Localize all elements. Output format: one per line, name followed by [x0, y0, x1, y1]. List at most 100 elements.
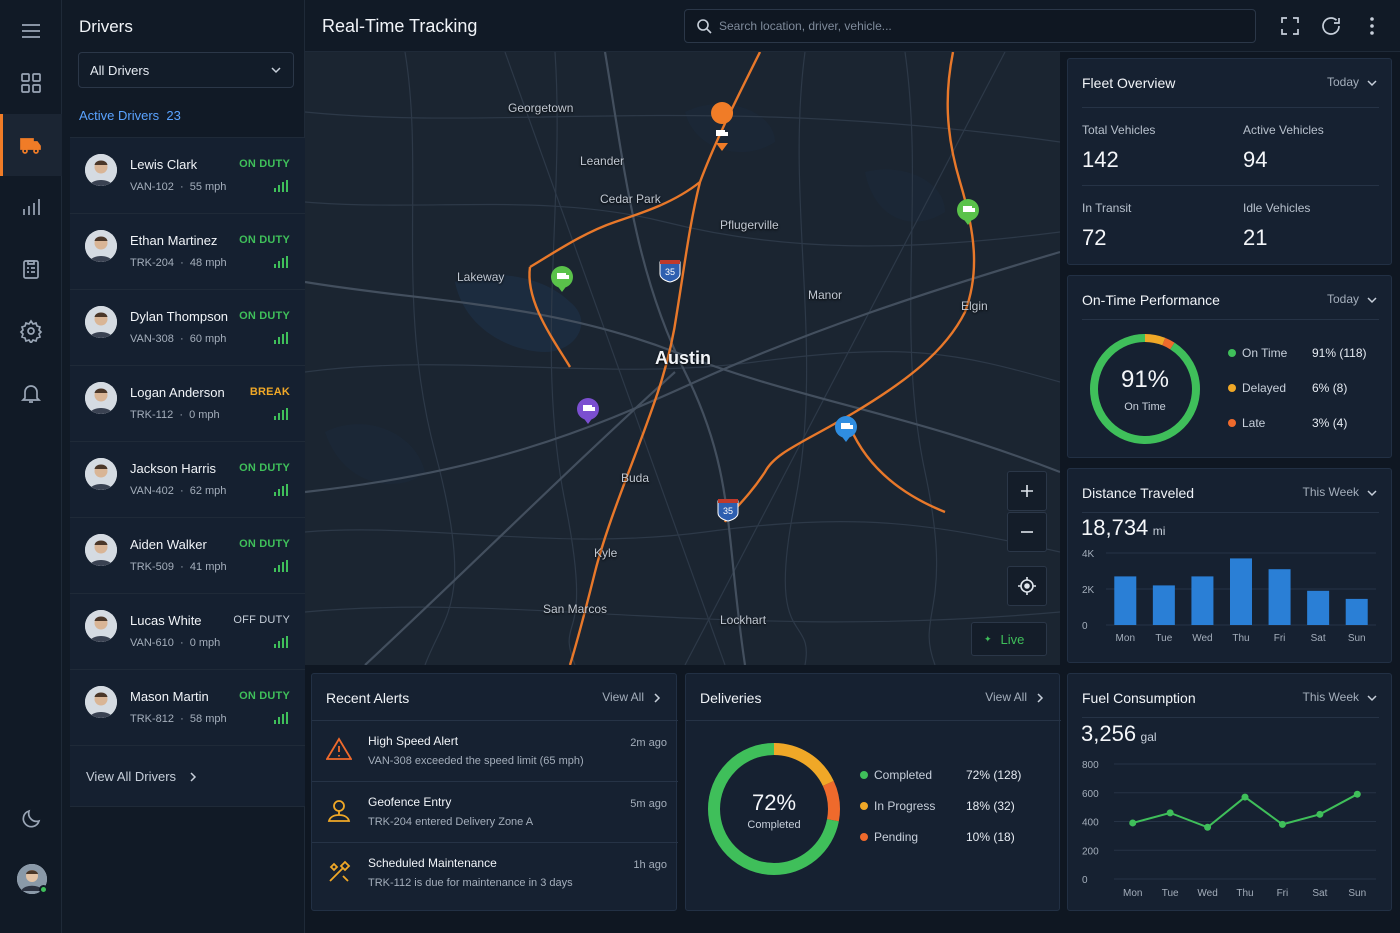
person-icon: [85, 534, 117, 566]
driver-row[interactable]: Logan Anderson TRK-112 · 0 mph BREAK: [70, 365, 305, 441]
bar[interactable]: [1307, 590, 1330, 625]
legend-dot: [1228, 349, 1236, 357]
zoom-in-button[interactable]: [1007, 471, 1047, 511]
driver-avatar: [85, 306, 117, 338]
fleet-overview-period[interactable]: Today: [1326, 75, 1359, 89]
fuel-card: Fuel Consumption This Week 3,256 gal 0 20…: [1067, 673, 1392, 911]
live-toggle[interactable]: ✦ Live: [971, 622, 1047, 656]
alert-title: Scheduled Maintenance: [368, 856, 497, 870]
bar[interactable]: [1268, 569, 1291, 625]
driver-row[interactable]: Lewis Clark VAN-102 · 55 mph ON DUTY: [70, 137, 305, 213]
vehicle-marker-orange[interactable]: [711, 102, 734, 151]
driver-name: Ethan Martinez: [130, 233, 218, 248]
bar[interactable]: [1114, 576, 1137, 625]
bar[interactable]: [1230, 558, 1252, 625]
clipboard-icon: [23, 260, 39, 279]
driver-name: Lucas White: [130, 613, 202, 628]
vehicle-marker-green-west[interactable]: [551, 266, 573, 292]
driver-row[interactable]: Ethan Martinez TRK-204 · 48 mph ON DUTY: [70, 213, 305, 289]
active-drivers-number: 23: [166, 108, 181, 123]
alert-row[interactable]: Scheduled Maintenance TRK-112 is due for …: [312, 843, 678, 904]
data-point[interactable]: [1353, 790, 1361, 798]
alert-row[interactable]: High Speed Alert VAN-308 exceeded the spe…: [312, 721, 678, 782]
driver-avatar: [85, 686, 117, 718]
tracking-button[interactable]: [0, 114, 62, 176]
alert-row[interactable]: Geofence Entry TRK-204 entered Delivery Z…: [312, 782, 678, 843]
driver-row[interactable]: Jackson Harris VAN-402 · 62 mph ON DUTY: [70, 441, 305, 517]
vehicle-marker-blue[interactable]: [835, 416, 857, 442]
view-all-drivers-link[interactable]: View All Drivers: [70, 745, 305, 807]
signal-icon: [274, 484, 288, 496]
chevron-down-icon: [1367, 490, 1377, 497]
fullscreen-button[interactable]: [1278, 14, 1302, 38]
dashboard-button[interactable]: [0, 52, 62, 114]
fuel-period[interactable]: This Week: [1302, 690, 1359, 704]
bar[interactable]: [1191, 576, 1214, 625]
data-point[interactable]: [1129, 819, 1137, 827]
legend-row: Delayed 6% (8): [1228, 381, 1378, 416]
settings-button[interactable]: [0, 300, 62, 362]
bar[interactable]: [1345, 598, 1368, 625]
more-options-button[interactable]: [1362, 14, 1382, 38]
deliveries-legend: Completed 72% (128) In Progress 18% (32) Pen…: [860, 768, 1050, 861]
stat-value-in-transit: 72: [1082, 225, 1107, 250]
notifications-button[interactable]: [0, 362, 62, 424]
legend-dot: [860, 771, 868, 779]
reports-button[interactable]: [0, 238, 62, 300]
driver-avatar: [85, 458, 117, 490]
driver-meta: VAN-308 · 60 mph: [130, 333, 227, 345]
vehicle-marker-purple[interactable]: [577, 398, 599, 424]
legend-value: 91% (118): [1312, 346, 1367, 360]
driver-row[interactable]: Mason Martin TRK-812 · 58 mph ON DUTY: [70, 669, 305, 745]
driver-vehicle: VAN-102: [130, 181, 174, 193]
data-point[interactable]: [1278, 820, 1286, 828]
legend-row: Completed 72% (128): [860, 768, 1050, 799]
legend-label: Completed: [874, 768, 933, 782]
driver-status-badge: ON DUTY: [239, 538, 290, 550]
legend-dot: [1228, 384, 1236, 392]
x-tick-label: Sat: [1311, 633, 1326, 644]
driver-filter-value: All Drivers: [90, 63, 150, 78]
bell-icon: [20, 385, 42, 403]
on-time-period[interactable]: Today: [1326, 292, 1359, 306]
data-point[interactable]: [1241, 793, 1249, 801]
x-tick-label: Sun: [1348, 888, 1366, 899]
tracking-map[interactable]: 35 35 Georgetown Leander Cedar Park Pflu…: [305, 52, 1060, 665]
driver-row[interactable]: Lucas White VAN-610 · 0 mph OFF DUTY: [70, 593, 305, 669]
x-tick-label: Tue: [1155, 633, 1172, 644]
driver-avatar: [85, 382, 117, 414]
driver-meta: TRK-509 · 41 mph: [130, 561, 227, 573]
bar[interactable]: [1152, 585, 1175, 625]
data-point[interactable]: [1204, 823, 1212, 831]
user-avatar[interactable]: [17, 864, 48, 894]
data-point[interactable]: [1316, 810, 1324, 818]
driver-name: Lewis Clark: [130, 157, 198, 172]
on-time-title: On-Time Performance: [1082, 292, 1220, 308]
deliveries-view-all[interactable]: View All: [985, 690, 1027, 704]
driver-row[interactable]: Aiden Walker TRK-509 · 41 mph ON DUTY: [70, 517, 305, 593]
driver-filter-select[interactable]: All Drivers: [78, 52, 294, 88]
driver-meta: TRK-112 · 0 mph: [130, 409, 220, 421]
search-input[interactable]: [719, 10, 1239, 42]
driver-speed: 0 mph: [189, 409, 220, 421]
locate-button[interactable]: [1007, 566, 1047, 606]
stat-value-active: 94: [1243, 147, 1268, 172]
theme-toggle[interactable]: [0, 788, 62, 850]
data-point[interactable]: [1166, 809, 1174, 817]
refresh-button[interactable]: [1319, 14, 1343, 38]
view-all-drivers-label: View All Drivers: [86, 769, 177, 784]
driver-vehicle: TRK-812: [130, 713, 175, 725]
legend-label: In Progress: [874, 799, 936, 813]
live-dot-icon: ✦: [984, 633, 992, 644]
driver-row[interactable]: Dylan Thompson VAN-308 · 60 mph ON DUTY: [70, 289, 305, 365]
analytics-button[interactable]: [0, 176, 62, 238]
driver-name: Dylan Thompson: [130, 309, 229, 324]
menu-button[interactable]: [0, 0, 62, 62]
distance-total-value: 18,734: [1081, 515, 1149, 540]
vehicle-marker-green-east[interactable]: [957, 199, 979, 225]
distance-period[interactable]: This Week: [1302, 485, 1359, 499]
alerts-view-all[interactable]: View All: [602, 690, 644, 704]
zoom-out-button[interactable]: [1007, 512, 1047, 552]
fuel-total: 3,256 gal: [1081, 721, 1157, 747]
chevron-right-icon: [190, 772, 197, 782]
